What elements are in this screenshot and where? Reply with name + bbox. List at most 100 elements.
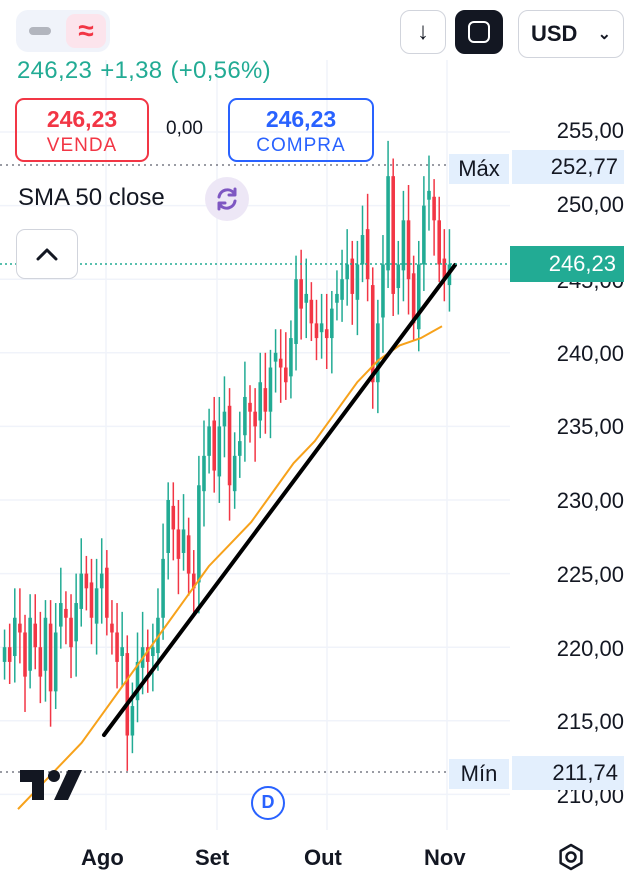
candle-body [314, 323, 319, 339]
time-tick: Ago [81, 845, 124, 870]
dash-icon [29, 27, 51, 35]
candle-body [161, 558, 165, 618]
price-tick: 215,00 [556, 709, 624, 734]
price-tick: 235,00 [556, 414, 624, 439]
sell-price: 246,23 [46, 106, 118, 132]
min-label: Mín [449, 759, 509, 789]
candle-body [299, 279, 303, 309]
buy-price: 246,23 [265, 106, 337, 132]
wave-style-button[interactable]: ≈ [66, 14, 106, 48]
candle-body [59, 603, 63, 627]
chevron-up-icon [36, 248, 58, 261]
candle-body [335, 293, 339, 303]
candle-body [145, 647, 150, 662]
candle-body [79, 573, 84, 609]
candle-body [38, 647, 43, 677]
price-tick: 230,00 [556, 488, 624, 513]
sma-line-layer [17, 325, 443, 810]
price-tick: 220,00 [556, 636, 624, 661]
candle-body [84, 573, 89, 589]
candle-body [304, 293, 309, 303]
fullscreen-icon [468, 21, 490, 43]
sell-label: VENDA [46, 135, 118, 156]
candle-body [94, 588, 99, 624]
last-price: 246,23 [17, 57, 93, 84]
candle-body [33, 623, 38, 648]
candle-body [197, 485, 201, 583]
candle-body [376, 323, 380, 383]
candle-body [23, 632, 27, 677]
candle-body [12, 617, 17, 657]
candle-body [202, 455, 206, 492]
candle-body [176, 529, 181, 559]
candle-body [340, 279, 344, 300]
candle-body [284, 367, 288, 383]
collapse-legend-button[interactable] [16, 229, 78, 279]
candle-body [64, 608, 68, 618]
time-tick: Out [304, 845, 342, 870]
candle-body [360, 235, 365, 265]
candle-body [191, 573, 196, 589]
candle-body [115, 632, 119, 662]
candle-body [18, 623, 22, 633]
trendline[interactable] [102, 263, 457, 737]
candle-body [232, 455, 237, 492]
candle-body [69, 617, 73, 648]
candlestick-series [2, 140, 452, 771]
candle-body [237, 441, 242, 456]
candle-body [355, 264, 360, 300]
candle-body [53, 632, 58, 692]
currency-select[interactable]: USD ⌄ [518, 10, 624, 58]
candle-body [294, 279, 298, 344]
candle-body [273, 352, 278, 362]
candle-body [350, 258, 355, 294]
candle-body [248, 402, 252, 412]
candle-body [309, 299, 314, 324]
current-price-tag: 246,23 [510, 246, 624, 282]
candle-body [120, 647, 124, 657]
price-change-percent: (+0,56%) [170, 57, 271, 84]
sell-button[interactable]: 246,23 VENDA [15, 98, 149, 162]
candle-body [253, 411, 257, 427]
dividend-badge[interactable]: D [251, 786, 285, 820]
candle-body [381, 264, 385, 318]
candle-body [422, 205, 426, 265]
candle-body [268, 367, 273, 412]
candle-body [370, 285, 375, 383]
price-tick: 225,00 [556, 562, 624, 587]
min-value: 211,74 [512, 756, 624, 790]
wave-icon: ≈ [78, 15, 94, 46]
candle-body [406, 220, 411, 280]
indicator-settings-button[interactable] [205, 177, 249, 221]
candle-body [432, 196, 436, 221]
chevron-down-icon: ⌄ [597, 26, 611, 43]
candle-body [222, 411, 227, 427]
candle-body [427, 190, 431, 200]
candle-body [411, 273, 416, 324]
candle-body [442, 258, 447, 280]
indicator-label[interactable]: SMA 50 close [18, 184, 165, 211]
chart-style-toggle[interactable]: ≈ [16, 10, 110, 52]
price-change: +1,38 [100, 57, 163, 84]
candle-body [7, 647, 12, 662]
fullscreen-button[interactable] [455, 10, 503, 54]
candle-body [89, 582, 94, 618]
candle-body [227, 405, 232, 486]
line-style-button[interactable] [20, 14, 60, 48]
sync-icon [217, 187, 237, 211]
quote-summary: 246,23 +1,38 (+0,56%) [17, 57, 279, 85]
candle-body [319, 323, 324, 333]
candle-body [28, 617, 32, 671]
candle-body [99, 573, 104, 589]
price-tick: 250,00 [556, 192, 624, 217]
buy-button[interactable]: 246,23 COMPRA [228, 98, 374, 162]
time-tick: Nov [424, 845, 466, 870]
candle-body [125, 653, 130, 736]
candle-body [212, 420, 217, 471]
settings-icon[interactable] [556, 842, 586, 872]
download-button[interactable]: ↓ [400, 10, 446, 54]
candle-body [263, 388, 268, 412]
candle-body [365, 229, 370, 280]
candle-body [186, 535, 191, 574]
max-value: 252,77 [512, 150, 624, 184]
